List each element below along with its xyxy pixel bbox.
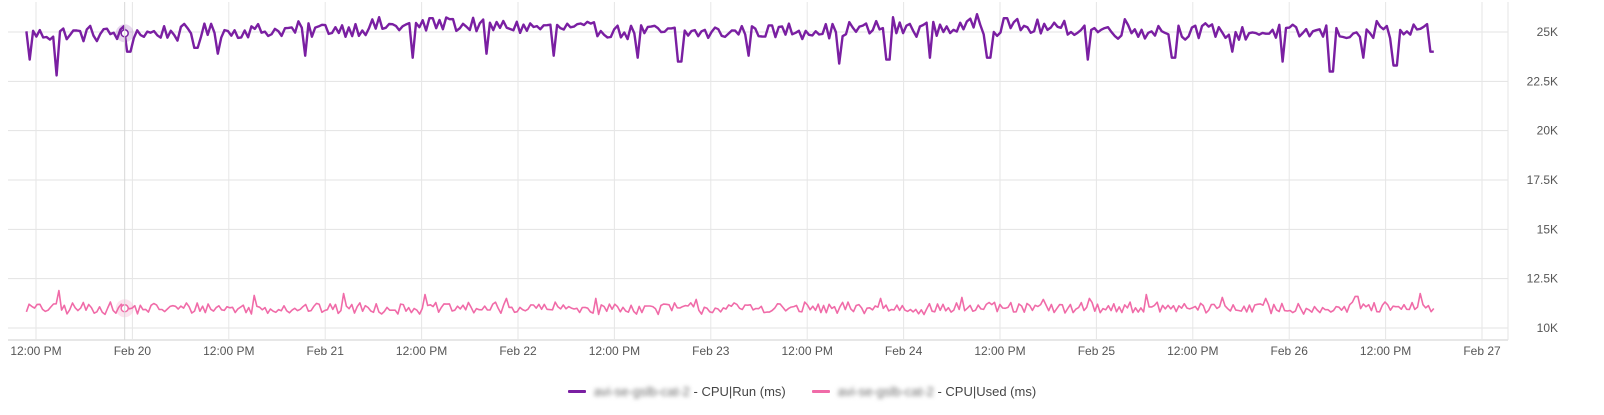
series-line-cpu-run (25, 13, 1434, 77)
x-tick-label: 12:00 PM (1360, 344, 1411, 358)
legend-item-cpu-run[interactable]: avi-se-gslb-cat-2 - CPU|Run (ms) (567, 384, 786, 399)
x-tick-label: 12:00 PM (974, 344, 1025, 358)
x-tick-label: Feb 25 (1078, 344, 1116, 358)
y-tick-label: 20K (1537, 124, 1558, 138)
y-tick-label: 12.5K (1527, 272, 1558, 286)
x-tick-label: Feb 21 (307, 344, 345, 358)
x-axis-tick-labels: 12:00 PM Feb 20 12:00 PM Feb 21 12:00 PM Feb … (10, 344, 1501, 358)
series-lines (25, 13, 1435, 316)
y-tick-label: 15K (1537, 222, 1558, 236)
legend-label-cpu-used: avi-se-gslb-cat-2 - CPU|Used (ms) (838, 384, 1036, 399)
grid-lines (8, 2, 1509, 341)
legend-item-cpu-used[interactable]: avi-se-gslb-cat-2 - CPU|Used (ms) (811, 384, 1036, 399)
y-tick-label: 25K (1537, 25, 1558, 39)
x-tick-label: Feb 24 (885, 344, 923, 358)
x-tick-label: Feb 23 (692, 344, 730, 358)
x-tick-label: Feb 22 (499, 344, 537, 358)
x-tick-label: 12:00 PM (589, 344, 640, 358)
legend-metric-cpu-run: - CPU|Run (ms) (689, 384, 786, 399)
y-tick-label: 22.5K (1527, 74, 1558, 88)
y-axis-tick-labels: 10K 12.5K 15K 17.5K 20K 22.5K 25K (1527, 25, 1558, 335)
legend-host-cpu-run: avi-se-gslb-cat-2 (593, 384, 690, 399)
x-tick-label: 12:00 PM (203, 344, 254, 358)
x-tick-label: 12:00 PM (1167, 344, 1218, 358)
legend: avi-se-gslb-cat-2 - CPU|Run (ms) avi-se-… (0, 384, 1604, 399)
x-tick-label: 12:00 PM (10, 344, 61, 358)
y-tick-label: 10K (1537, 321, 1558, 335)
x-tick-label: Feb 26 (1271, 344, 1309, 358)
legend-swatch-cpu-used (811, 390, 830, 393)
legend-swatch-cpu-run (567, 390, 586, 393)
series-line-cpu-used (25, 289, 1435, 316)
x-tick-label: Feb 20 (114, 344, 152, 358)
legend-metric-cpu-used: - CPU|Used (ms) (933, 384, 1037, 399)
hover-markers (115, 2, 134, 340)
x-tick-label: 12:00 PM (782, 344, 833, 358)
x-tick-label: 12:00 PM (396, 344, 447, 358)
legend-host-cpu-used: avi-se-gslb-cat-2 (837, 384, 934, 399)
x-tick-label: Feb 27 (1463, 344, 1501, 358)
legend-label-cpu-run: avi-se-gslb-cat-2 - CPU|Run (ms) (594, 384, 786, 399)
y-tick-label: 17.5K (1527, 173, 1558, 187)
